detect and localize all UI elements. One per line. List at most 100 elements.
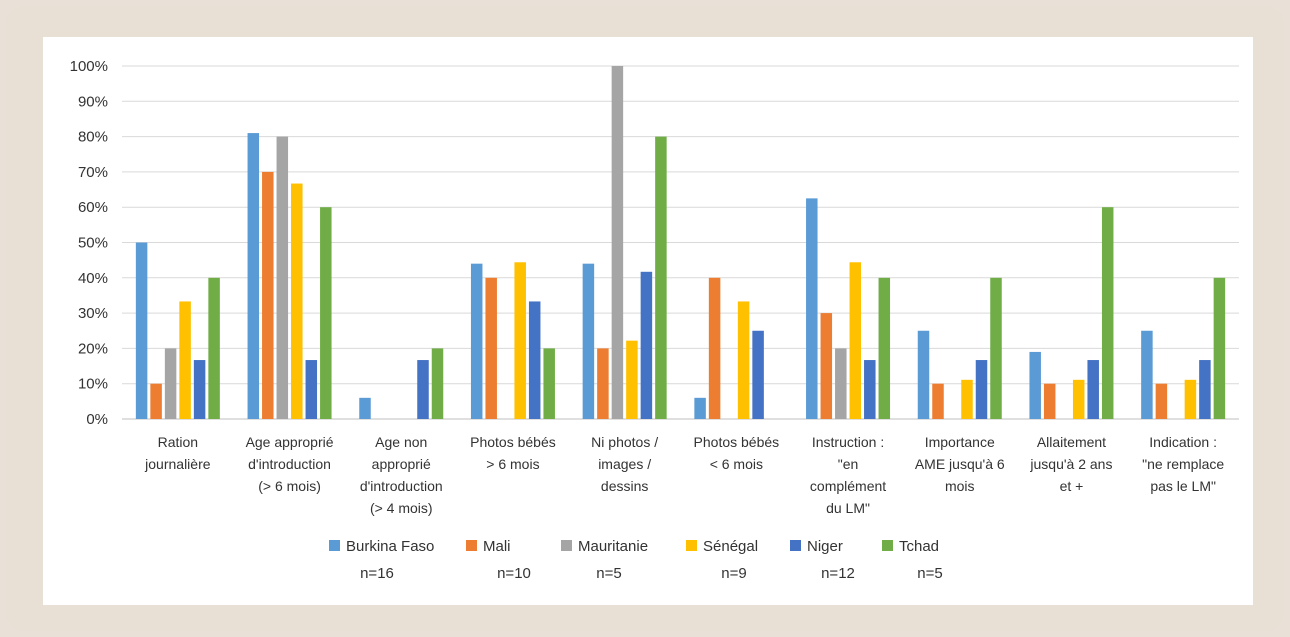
legend-label: Sénégal <box>703 538 758 555</box>
x-tick-label: approprié <box>372 456 431 472</box>
y-tick-label: 70% <box>78 164 108 181</box>
bar <box>417 360 429 419</box>
bar <box>305 360 318 419</box>
legend-n-label: n=5 <box>596 565 621 582</box>
y-tick-label: 100% <box>70 58 108 75</box>
bar <box>320 207 332 419</box>
bar <box>485 277 497 419</box>
bar <box>470 263 483 419</box>
bar <box>597 348 609 419</box>
bar <box>975 360 988 419</box>
bar <box>135 242 148 419</box>
bar <box>708 277 721 419</box>
bar <box>582 263 595 419</box>
bar <box>611 66 624 419</box>
x-tick-label: "en <box>838 456 859 472</box>
legend-label: Burkina Faso <box>346 538 434 555</box>
x-tick-label: (> 6 mois) <box>258 478 321 494</box>
bar <box>1141 330 1153 419</box>
bar <box>179 301 191 419</box>
legend-swatch <box>466 540 477 551</box>
bar <box>208 277 220 419</box>
bar <box>737 301 750 419</box>
legend-swatch <box>686 540 697 551</box>
legend-n-label: n=16 <box>360 565 394 582</box>
chart-panel: 0% 10% 20% 30% 40% 50% 60% 70% 80% 90% 100% Ration j… <box>43 37 1253 605</box>
bar <box>1072 379 1085 419</box>
bar <box>514 262 526 419</box>
bar <box>1043 383 1056 419</box>
bar <box>276 136 289 419</box>
legend-label: Niger <box>807 538 843 555</box>
legend-label: Mali <box>483 538 511 555</box>
y-tick-label: 0% <box>86 411 108 428</box>
bar <box>932 383 944 419</box>
y-tick-label: 10% <box>78 376 108 393</box>
y-tick-label: 40% <box>78 270 108 287</box>
bar <box>1029 351 1041 419</box>
y-tick-label: 60% <box>78 199 108 216</box>
bar <box>806 198 818 419</box>
bar <box>164 348 177 419</box>
bar <box>1101 207 1114 419</box>
bar <box>528 301 541 419</box>
legend-n-label: n=5 <box>917 565 942 582</box>
y-tick-label: 50% <box>78 235 108 252</box>
x-tick-label: images / <box>598 456 651 472</box>
bar <box>359 397 371 419</box>
x-tick-label: Photos bébés <box>470 434 556 450</box>
x-tick-label: Ni photos / <box>591 434 658 450</box>
x-tick-label: Indication : <box>1149 434 1217 450</box>
bar <box>835 348 847 419</box>
bar <box>961 379 973 419</box>
y-tick-label: 30% <box>78 305 108 322</box>
bar <box>1087 360 1099 419</box>
legend-swatch <box>561 540 572 551</box>
x-tick-label: (> 4 mois) <box>370 500 433 516</box>
x-tick-label: > 6 mois <box>486 456 539 472</box>
bar <box>262 171 274 419</box>
grouped-bar-chart: 0% 10% 20% 30% 40% 50% 60% 70% 80% 90% 100% Ration j… <box>70 58 1239 582</box>
legend-label: Mauritanie <box>578 538 648 555</box>
legend-swatch <box>790 540 801 551</box>
bar <box>752 330 764 419</box>
legend-n-label: n=10 <box>497 565 531 582</box>
x-tick-label: AME jusqu'à 6 <box>915 456 1005 472</box>
bar <box>864 360 876 419</box>
x-tick-label: du LM" <box>826 500 870 516</box>
x-tick-label: jusqu'à 2 ans <box>1029 456 1112 472</box>
legend-swatch <box>329 540 340 551</box>
x-tick-label: complément <box>810 478 886 494</box>
bar <box>1213 277 1226 419</box>
x-tick-label: et + <box>1060 478 1084 494</box>
bar <box>640 271 653 419</box>
y-tick-label: 80% <box>78 129 108 146</box>
x-tick-label: Ration <box>158 434 198 450</box>
x-tick-label: Age non <box>375 434 427 450</box>
x-tick-label: "ne remplace <box>1142 456 1224 472</box>
x-tick-label: mois <box>945 478 975 494</box>
x-tick-label: pas le LM" <box>1150 478 1216 494</box>
bar <box>849 262 862 419</box>
legend-label: Tchad <box>899 538 939 555</box>
bar <box>247 133 260 419</box>
bar <box>820 313 833 419</box>
bar <box>694 397 706 419</box>
bar <box>1184 379 1197 419</box>
bar <box>150 383 162 419</box>
bar <box>291 183 303 419</box>
x-tick-label: journalière <box>144 456 211 472</box>
bar <box>1155 383 1168 419</box>
bar <box>655 136 667 419</box>
x-tick-label: d'introduction <box>360 478 443 494</box>
legend-n-label: n=9 <box>721 565 746 582</box>
y-tick-label: 90% <box>78 93 108 110</box>
y-tick-label: 20% <box>78 340 108 357</box>
x-tick-label: d'introduction <box>248 456 331 472</box>
bar <box>990 277 1002 419</box>
x-tick-label: Importance <box>925 434 995 450</box>
x-tick-label: Instruction : <box>812 434 884 450</box>
legend-swatch <box>882 540 893 551</box>
bar <box>878 277 891 419</box>
bar <box>543 348 555 419</box>
